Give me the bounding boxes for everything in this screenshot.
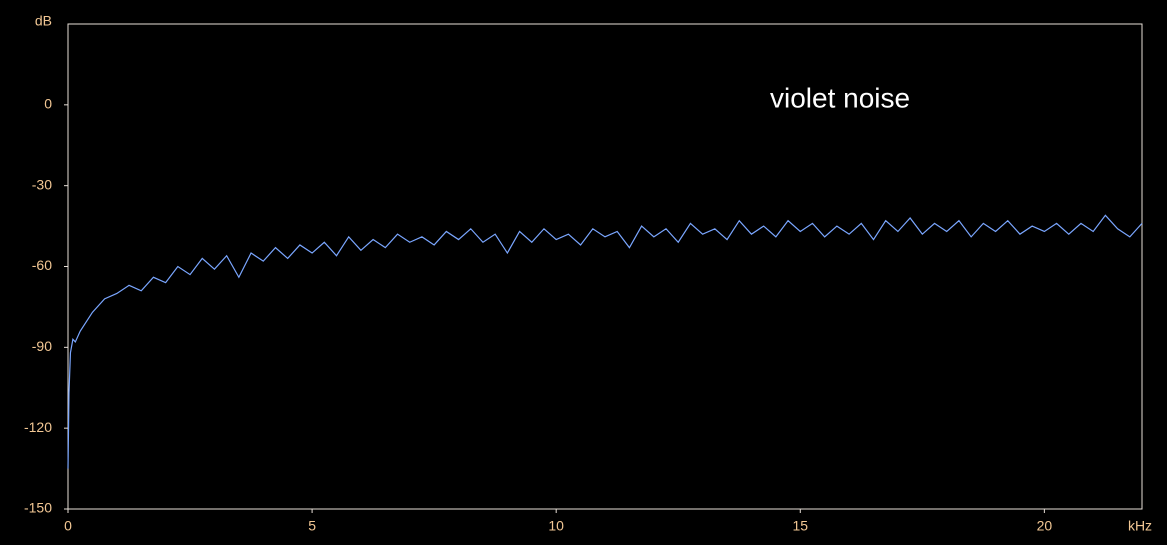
y-tick-label: 0 — [44, 96, 52, 112]
x-tick-label: 0 — [64, 518, 72, 534]
y-axis-label: dB — [35, 13, 52, 29]
y-tick-label: -150 — [24, 500, 52, 516]
y-tick-label: -120 — [24, 419, 52, 435]
x-tick-label: 20 — [1037, 518, 1053, 534]
x-axis-label: kHz — [1128, 518, 1152, 534]
chart-title: violet noise — [770, 82, 910, 113]
x-tick-label: 15 — [792, 518, 808, 534]
y-tick-label: -90 — [32, 338, 52, 354]
y-tick-label: -30 — [32, 176, 52, 192]
x-tick-label: 5 — [308, 518, 316, 534]
x-tick-label: 10 — [548, 518, 564, 534]
y-tick-label: -60 — [32, 257, 52, 273]
spectrum-line — [67, 214, 1143, 469]
